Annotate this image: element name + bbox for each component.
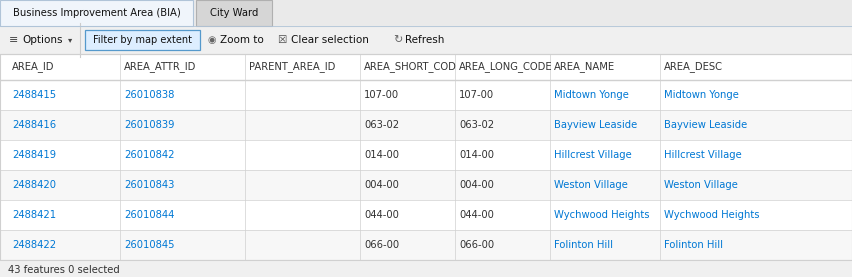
Text: 2488420: 2488420: [12, 180, 56, 190]
Text: 43 features 0 selected: 43 features 0 selected: [8, 265, 120, 275]
Text: ◉: ◉: [207, 35, 216, 45]
Text: 26010839: 26010839: [124, 120, 175, 130]
Bar: [0, 170, 852, 200]
Bar: [85, 30, 200, 50]
Text: PARENT_AREA_ID: PARENT_AREA_ID: [249, 61, 336, 73]
Text: Weston Village: Weston Village: [554, 180, 628, 190]
Text: 2488415: 2488415: [12, 90, 56, 100]
Text: Folinton Hill: Folinton Hill: [664, 240, 723, 250]
Text: Hillcrest Village: Hillcrest Village: [554, 150, 631, 160]
Bar: [272, 0, 852, 26]
Text: 066-00: 066-00: [364, 240, 399, 250]
Text: ☒: ☒: [277, 35, 286, 45]
Text: 063-02: 063-02: [459, 120, 494, 130]
Text: ↻: ↻: [393, 35, 402, 45]
Bar: [0, 260, 852, 277]
Text: 066-00: 066-00: [459, 240, 494, 250]
Text: ▾: ▾: [68, 35, 72, 45]
Text: Midtown Yonge: Midtown Yonge: [664, 90, 739, 100]
Text: Folinton Hill: Folinton Hill: [554, 240, 613, 250]
Text: AREA_SHORT_COD: AREA_SHORT_COD: [364, 61, 457, 73]
Text: 26010843: 26010843: [124, 180, 175, 190]
Text: 107-00: 107-00: [364, 90, 399, 100]
Text: AREA_ID: AREA_ID: [12, 61, 55, 73]
Text: 004-00: 004-00: [364, 180, 399, 190]
Text: 2488419: 2488419: [12, 150, 56, 160]
Bar: [0, 110, 852, 140]
Text: 26010845: 26010845: [124, 240, 175, 250]
Bar: [0, 200, 852, 230]
Bar: [0, 0, 193, 26]
Text: Refresh: Refresh: [405, 35, 445, 45]
Text: Bayview Leaside: Bayview Leaside: [554, 120, 637, 130]
Text: Options: Options: [22, 35, 62, 45]
Text: ≡: ≡: [9, 35, 19, 45]
Text: 26010842: 26010842: [124, 150, 175, 160]
Text: AREA_LONG_CODE: AREA_LONG_CODE: [459, 61, 553, 73]
Text: 004-00: 004-00: [459, 180, 494, 190]
Text: Business Improvement Area (BIA): Business Improvement Area (BIA): [13, 8, 181, 18]
Text: 014-00: 014-00: [364, 150, 399, 160]
Text: Wychwood Heights: Wychwood Heights: [554, 210, 649, 220]
Text: 2488422: 2488422: [12, 240, 56, 250]
Text: 044-00: 044-00: [364, 210, 399, 220]
Bar: [0, 54, 852, 260]
Bar: [196, 0, 272, 26]
Text: City Ward: City Ward: [210, 8, 258, 18]
Text: Hillcrest Village: Hillcrest Village: [664, 150, 742, 160]
Text: Wychwood Heights: Wychwood Heights: [664, 210, 759, 220]
Text: 2488421: 2488421: [12, 210, 56, 220]
Text: AREA_DESC: AREA_DESC: [664, 61, 723, 73]
Bar: [0, 54, 852, 80]
Bar: [0, 140, 852, 170]
Text: AREA_NAME: AREA_NAME: [554, 61, 615, 73]
Text: 014-00: 014-00: [459, 150, 494, 160]
Text: Zoom to: Zoom to: [220, 35, 264, 45]
Bar: [0, 230, 852, 260]
Text: 044-00: 044-00: [459, 210, 494, 220]
Text: 26010838: 26010838: [124, 90, 175, 100]
Text: Bayview Leaside: Bayview Leaside: [664, 120, 747, 130]
Text: Weston Village: Weston Village: [664, 180, 738, 190]
Text: 107-00: 107-00: [459, 90, 494, 100]
Bar: [0, 26, 852, 54]
Text: 063-02: 063-02: [364, 120, 399, 130]
Text: AREA_ATTR_ID: AREA_ATTR_ID: [124, 61, 196, 73]
Text: Clear selection: Clear selection: [291, 35, 369, 45]
Text: 2488416: 2488416: [12, 120, 56, 130]
Text: Filter by map extent: Filter by map extent: [93, 35, 192, 45]
Text: Midtown Yonge: Midtown Yonge: [554, 90, 629, 100]
Bar: [0, 80, 852, 110]
Text: 26010844: 26010844: [124, 210, 175, 220]
